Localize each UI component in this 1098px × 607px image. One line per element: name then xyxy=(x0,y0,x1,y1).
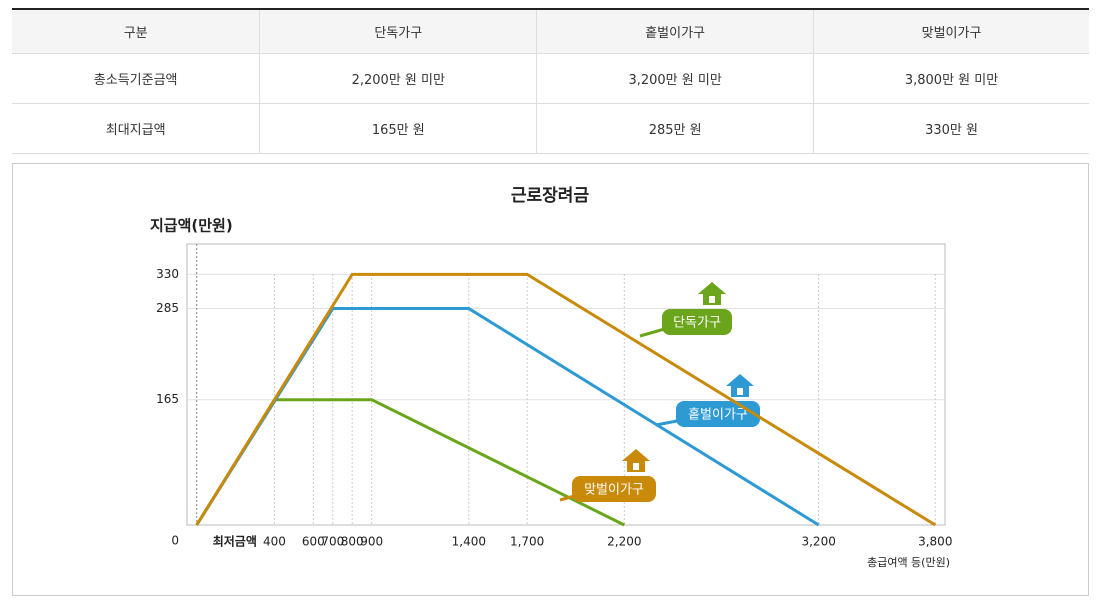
legend-badge xyxy=(572,476,656,502)
cell: 285만 원 xyxy=(536,103,814,154)
x-tick-label: 1,400 xyxy=(452,535,486,549)
cell: 165만 원 xyxy=(259,103,537,154)
x-tick-label: 3,200 xyxy=(801,535,835,549)
table-header: 구분 단독가구 홑벌이가구 맞벌이가구 xyxy=(12,9,1089,54)
house-door xyxy=(737,388,743,395)
cell: 3,800만 원 미만 xyxy=(813,53,1089,104)
cell: 330만 원 xyxy=(813,103,1089,154)
legend-label: 홑벌이가구 xyxy=(688,408,748,423)
cell: 총소득기준금액 xyxy=(12,53,260,104)
legend-badge xyxy=(676,401,760,427)
legend-label: 단독가구 xyxy=(673,316,721,331)
chart-title: 근로장려금 xyxy=(511,186,590,206)
x-tick-label: 700 xyxy=(321,535,344,549)
table-row: 총소득기준금액 2,200만 원 미만 3,200만 원 미만 3,800만 원… xyxy=(12,53,1089,104)
chart-frame xyxy=(12,163,1089,596)
series-line xyxy=(195,398,625,527)
x-tick-label: 900 xyxy=(360,535,383,549)
x-tick-label: 최저금액 xyxy=(213,534,257,549)
house-icon xyxy=(726,374,754,397)
x-axis-title: 총급여액 등(만원) xyxy=(867,556,950,569)
x-tick-label: 400 xyxy=(263,535,286,549)
legend-label: 맞벌이가구 xyxy=(584,483,644,498)
info-table: 구분 단독가구 홑벌이가구 맞벌이가구 총소득기준금액 2,200만 원 미만 … xyxy=(12,8,1089,154)
house-door xyxy=(633,463,639,470)
header-cell: 홑벌이가구 xyxy=(536,9,814,54)
x-tick-label: 3,800 xyxy=(918,535,952,549)
series-line xyxy=(195,272,937,527)
header-cell: 맞벌이가구 xyxy=(813,9,1089,54)
plot-frame xyxy=(186,243,946,526)
x-tick-label: 2,200 xyxy=(607,535,641,549)
legend-badge xyxy=(662,309,732,335)
y-tick-label: 285 xyxy=(156,301,179,315)
header-cell: 단독가구 xyxy=(259,9,537,54)
x-tick-label: 800 xyxy=(341,535,364,549)
y-tick-label: 0 xyxy=(171,534,179,548)
y-tick-label: 330 xyxy=(156,267,179,281)
cell: 2,200만 원 미만 xyxy=(259,53,537,104)
house-icon xyxy=(622,449,650,472)
y-tick-label: 165 xyxy=(156,392,179,406)
x-tick-label: 1,700 xyxy=(510,535,544,549)
x-tick-label: 600 xyxy=(302,535,325,549)
cell: 최대지급액 xyxy=(12,103,260,154)
y-axis-title: 지급액(만원) xyxy=(150,217,233,235)
house-door xyxy=(709,296,715,303)
header-cell: 구분 xyxy=(12,9,260,54)
table-row: 최대지급액 165만 원 285만 원 330만 원 xyxy=(12,103,1089,154)
house-icon xyxy=(698,282,726,305)
cell: 3,200만 원 미만 xyxy=(536,53,814,104)
